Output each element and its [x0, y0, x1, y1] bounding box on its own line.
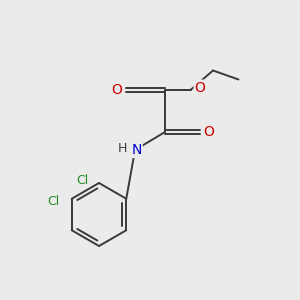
Text: O: O	[111, 83, 122, 97]
Text: O: O	[195, 81, 206, 94]
Text: Cl: Cl	[76, 173, 88, 187]
Text: H: H	[118, 142, 127, 155]
Text: Cl: Cl	[48, 195, 60, 208]
Text: N: N	[131, 143, 142, 157]
Text: O: O	[204, 125, 214, 139]
